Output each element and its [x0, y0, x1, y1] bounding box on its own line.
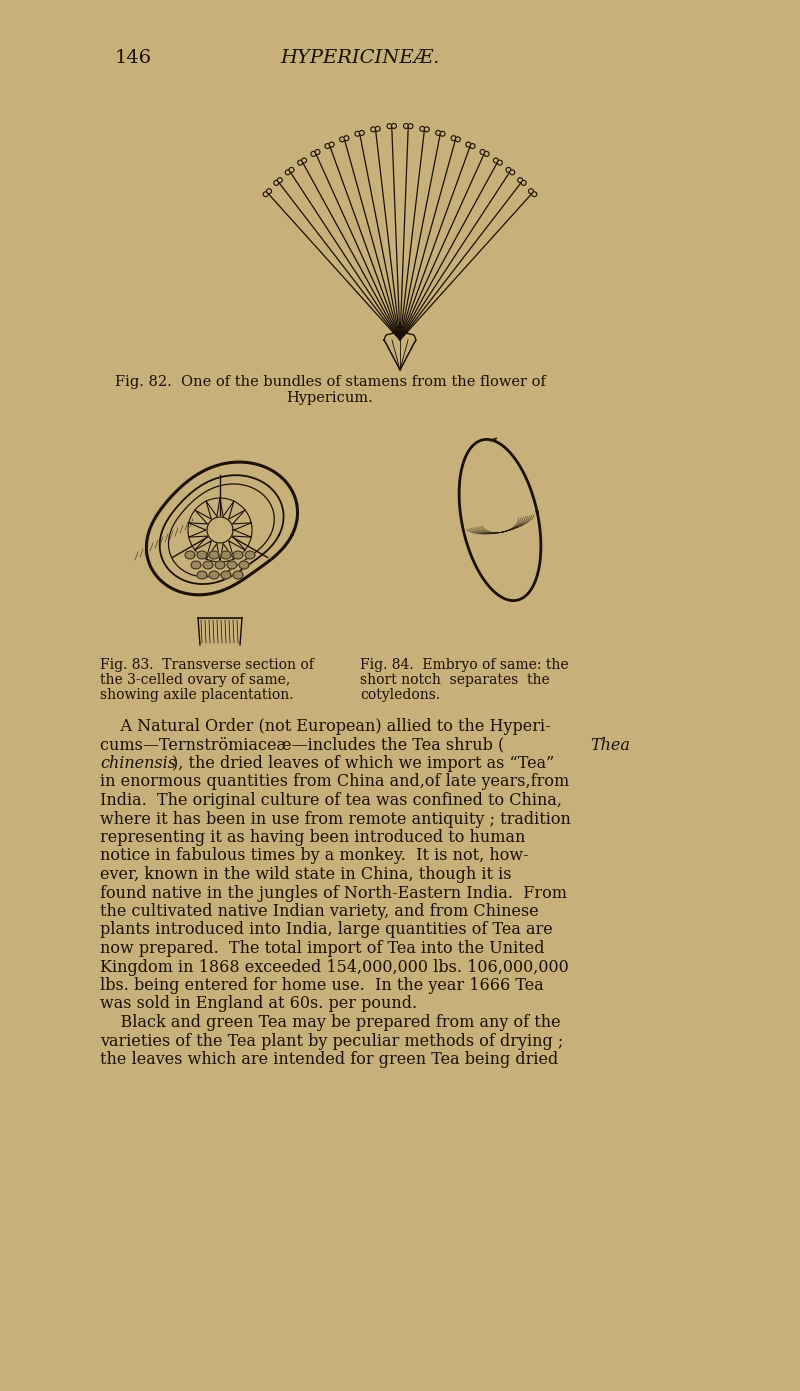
- Polygon shape: [227, 561, 237, 569]
- Circle shape: [480, 150, 485, 154]
- Circle shape: [518, 178, 522, 182]
- Circle shape: [359, 131, 364, 135]
- Polygon shape: [459, 440, 541, 601]
- Polygon shape: [245, 551, 255, 559]
- Circle shape: [344, 136, 349, 140]
- Polygon shape: [197, 551, 207, 559]
- Text: ), the dried leaves of which we import as “Tea”: ), the dried leaves of which we import a…: [172, 755, 554, 772]
- Text: chinensis: chinensis: [100, 755, 176, 772]
- Circle shape: [302, 159, 306, 163]
- Text: short notch  separates  the: short notch separates the: [360, 673, 550, 687]
- Polygon shape: [209, 572, 219, 579]
- Text: Fig. 84.  Embryo of same: the: Fig. 84. Embryo of same: the: [360, 658, 569, 672]
- Text: cotyledons.: cotyledons.: [360, 689, 440, 702]
- Circle shape: [325, 143, 330, 149]
- Text: found native in the jungles of North-Eastern India.  From: found native in the jungles of North-Eas…: [100, 885, 567, 901]
- Circle shape: [263, 192, 268, 196]
- Text: the cultivated native Indian variety, and from Chinese: the cultivated native Indian variety, an…: [100, 903, 538, 919]
- Polygon shape: [203, 561, 213, 569]
- Text: Hypericum.: Hypericum.: [286, 391, 374, 405]
- Circle shape: [266, 189, 271, 193]
- Text: cums—Ternströmiaceæ—includes the Tea shrub (: cums—Ternströmiaceæ—includes the Tea shr…: [100, 736, 504, 754]
- Circle shape: [451, 136, 456, 140]
- Polygon shape: [209, 551, 219, 559]
- Text: HYPERICINEÆ.: HYPERICINEÆ.: [280, 49, 440, 67]
- Text: Black and green Tea may be prepared from any of the: Black and green Tea may be prepared from…: [100, 1014, 561, 1031]
- Text: Fig. 83.  Transverse section of: Fig. 83. Transverse section of: [100, 658, 314, 672]
- Polygon shape: [191, 561, 201, 569]
- Text: Thea: Thea: [590, 736, 630, 754]
- Polygon shape: [215, 561, 225, 569]
- Circle shape: [455, 136, 460, 142]
- Text: where it has been in use from remote antiquity ; tradition: where it has been in use from remote ant…: [100, 811, 571, 828]
- Circle shape: [506, 167, 511, 172]
- Text: was sold in England at 60s. per pound.: was sold in England at 60s. per pound.: [100, 996, 417, 1013]
- Text: the 3-celled ovary of same,: the 3-celled ovary of same,: [100, 673, 290, 687]
- Text: Fig. 82.  One of the bundles of stamens from the flower of: Fig. 82. One of the bundles of stamens f…: [114, 376, 546, 389]
- Text: showing axile placentation.: showing axile placentation.: [100, 689, 294, 702]
- Circle shape: [311, 152, 316, 156]
- Polygon shape: [160, 476, 283, 584]
- Text: 146: 146: [115, 49, 152, 67]
- Circle shape: [370, 127, 376, 132]
- Text: now prepared.  The total import of Tea into the United: now prepared. The total import of Tea in…: [100, 940, 545, 957]
- Circle shape: [298, 160, 302, 166]
- Polygon shape: [233, 572, 243, 579]
- Text: India.  The original culture of tea was confined to China,: India. The original culture of tea was c…: [100, 791, 562, 810]
- Circle shape: [498, 160, 502, 166]
- Circle shape: [286, 170, 290, 175]
- Circle shape: [532, 192, 537, 196]
- Circle shape: [391, 124, 397, 128]
- Text: ever, known in the wild state in China, though it is: ever, known in the wild state in China, …: [100, 867, 511, 883]
- Circle shape: [484, 152, 489, 156]
- Circle shape: [315, 150, 320, 154]
- Circle shape: [387, 124, 392, 128]
- Text: lbs. being entered for home use.  In the year 1666 Tea: lbs. being entered for home use. In the …: [100, 976, 544, 995]
- Circle shape: [522, 181, 526, 185]
- Circle shape: [289, 167, 294, 172]
- Circle shape: [355, 131, 360, 136]
- Circle shape: [470, 143, 475, 149]
- Polygon shape: [207, 517, 233, 542]
- Circle shape: [436, 131, 441, 135]
- Polygon shape: [233, 551, 243, 559]
- Polygon shape: [239, 561, 249, 569]
- Circle shape: [424, 127, 430, 132]
- Text: in enormous quantities from China and,of late years,from: in enormous quantities from China and,of…: [100, 773, 570, 790]
- Circle shape: [408, 124, 413, 128]
- Circle shape: [375, 127, 380, 131]
- Text: varieties of the Tea plant by peculiar methods of drying ;: varieties of the Tea plant by peculiar m…: [100, 1032, 563, 1049]
- Circle shape: [510, 170, 514, 175]
- Polygon shape: [185, 551, 195, 559]
- Circle shape: [340, 136, 345, 142]
- Text: A Natural Order (not European) allied to the Hyperi-: A Natural Order (not European) allied to…: [100, 718, 550, 734]
- Circle shape: [494, 159, 498, 163]
- Polygon shape: [197, 572, 207, 579]
- Circle shape: [274, 181, 278, 185]
- Circle shape: [329, 142, 334, 147]
- Circle shape: [403, 124, 409, 128]
- Polygon shape: [221, 551, 231, 559]
- Text: notice in fabulous times by a monkey.  It is not, how-: notice in fabulous times by a monkey. It…: [100, 847, 529, 864]
- Text: representing it as having been introduced to human: representing it as having been introduce…: [100, 829, 526, 846]
- Text: Kingdom in 1868 exceeded 154,000,000 lbs. 106,000,000: Kingdom in 1868 exceeded 154,000,000 lbs…: [100, 958, 569, 975]
- Text: the leaves which are intended for green Tea being dried: the leaves which are intended for green …: [100, 1052, 558, 1068]
- Circle shape: [466, 142, 471, 147]
- Circle shape: [440, 131, 445, 136]
- Circle shape: [278, 178, 282, 182]
- Circle shape: [420, 127, 425, 131]
- Polygon shape: [221, 572, 231, 579]
- Polygon shape: [146, 462, 298, 595]
- Circle shape: [529, 189, 534, 193]
- Text: plants introduced into India, large quantities of Tea are: plants introduced into India, large quan…: [100, 921, 553, 939]
